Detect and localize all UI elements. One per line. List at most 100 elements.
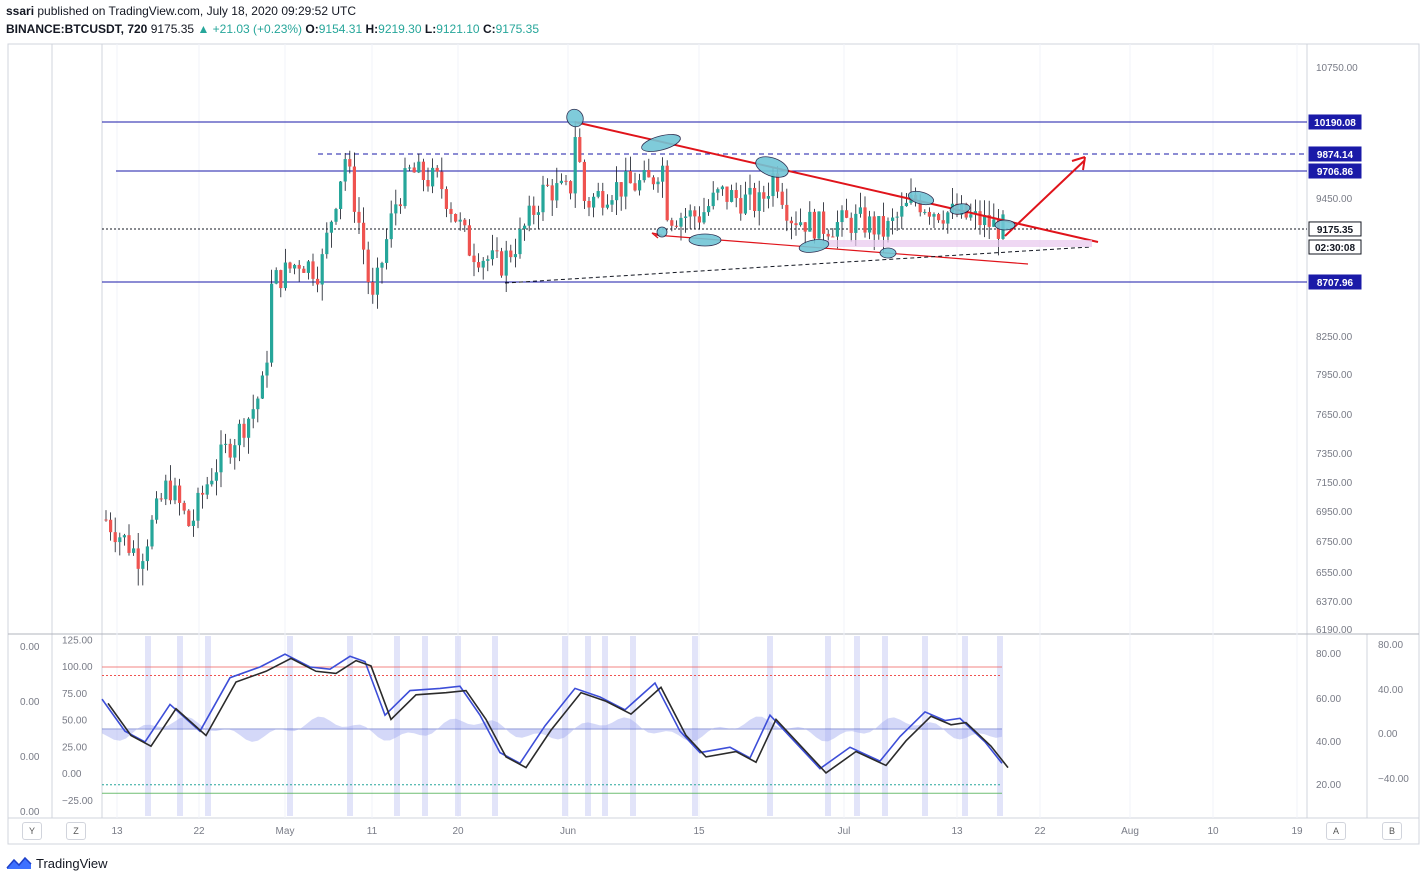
price-badge-bg [1308, 163, 1362, 179]
pivot-marker [641, 134, 681, 152]
price-badge-bg [1308, 146, 1362, 162]
price-badge-label: 10190.08 [1314, 118, 1356, 129]
candle [306, 259, 310, 280]
candle [762, 185, 766, 212]
candle-body [357, 211, 361, 223]
signal-stripe [562, 636, 568, 816]
candle-body [297, 264, 301, 269]
signal-stripe [347, 636, 353, 816]
time-axis-label: Jul [838, 826, 851, 837]
candle-body [610, 200, 614, 205]
candle [564, 175, 568, 186]
candle-body [573, 137, 577, 194]
indicator-inner-tick: 25.00 [62, 742, 87, 753]
candle-body [375, 267, 379, 295]
candle-body [592, 196, 596, 208]
candle [127, 524, 131, 556]
candle [523, 223, 527, 241]
candle-body [647, 170, 651, 178]
price-tick-label: 6370.00 [1316, 597, 1353, 608]
candle [877, 216, 881, 240]
candle-body [394, 204, 398, 214]
price-badge-bg [1308, 221, 1362, 237]
a-axis-button[interactable]: A [1326, 822, 1346, 840]
candle-body [398, 204, 402, 207]
candle-body [661, 165, 665, 182]
symbol-name[interactable]: BINANCE:BTCUSDT, 720 [6, 22, 148, 36]
candle-body [946, 212, 950, 224]
candle-body [242, 423, 246, 438]
candle-body [182, 502, 186, 511]
signal-stripe [962, 636, 968, 816]
candle [541, 175, 545, 222]
candle [518, 217, 522, 259]
candle-body [941, 220, 945, 224]
candle-body [555, 183, 559, 201]
candle [320, 248, 324, 301]
candle-body [697, 216, 701, 223]
candle-body [205, 484, 209, 495]
candle-body [757, 192, 761, 212]
candle [412, 162, 416, 173]
pivot-marker [755, 156, 789, 178]
candle [812, 208, 816, 244]
candle-body [739, 198, 743, 214]
price-badge: 02:30:08 [1308, 239, 1362, 255]
candle-body [164, 480, 168, 500]
signal-stripe [602, 636, 608, 816]
signal-stripe [922, 636, 928, 816]
candle [573, 120, 577, 208]
indicator-left-tick: 0.00 [20, 642, 40, 653]
candle-body [302, 268, 306, 273]
b-axis-button[interactable]: B [1382, 822, 1402, 840]
candle [454, 213, 458, 223]
candle-body [702, 212, 706, 223]
candle-body [973, 211, 977, 215]
candle-body [145, 546, 149, 562]
last-price: 9175.35 [150, 22, 195, 36]
candle [656, 177, 660, 193]
candle-body [983, 215, 987, 226]
candle-body [605, 204, 609, 208]
candle-body [633, 183, 637, 191]
candle [164, 474, 168, 506]
candle [132, 540, 136, 556]
candle [707, 199, 711, 216]
candle [104, 510, 108, 522]
candle-body [868, 216, 872, 233]
candle [481, 257, 485, 280]
candle-body [918, 200, 922, 213]
candle [118, 532, 122, 556]
price-tick-label: 8250.00 [1316, 332, 1353, 343]
candle [444, 186, 448, 218]
candle [854, 204, 858, 247]
candle [191, 509, 195, 537]
signal-stripe [854, 636, 860, 816]
indicator-left-tick: 0.00 [20, 752, 40, 763]
candle-body [628, 171, 632, 184]
candle [168, 465, 172, 505]
price-badge: 9706.86 [1308, 163, 1362, 179]
candle [385, 228, 389, 270]
candle [219, 430, 223, 488]
candle [546, 178, 550, 187]
price-badge-label: 02:30:08 [1315, 243, 1355, 254]
brand-name[interactable]: TradingView [36, 855, 108, 871]
z-axis-button[interactable]: Z [66, 822, 86, 840]
candle-body [127, 535, 131, 553]
candle-body [904, 202, 908, 207]
pivot-marker [566, 108, 584, 128]
publisher-name[interactable]: ssari [6, 4, 35, 18]
signal-stripe [585, 636, 591, 816]
candle-body [587, 200, 591, 208]
candle-body [730, 190, 734, 202]
candle-body [224, 443, 228, 445]
candle [343, 152, 347, 191]
candle-body [348, 159, 352, 167]
price-badge-label: 9706.86 [1317, 167, 1354, 178]
y-axis-button[interactable]: Y [22, 822, 42, 840]
indicator-pane [101, 636, 1009, 816]
candle-body [408, 167, 412, 169]
candle [831, 228, 835, 238]
